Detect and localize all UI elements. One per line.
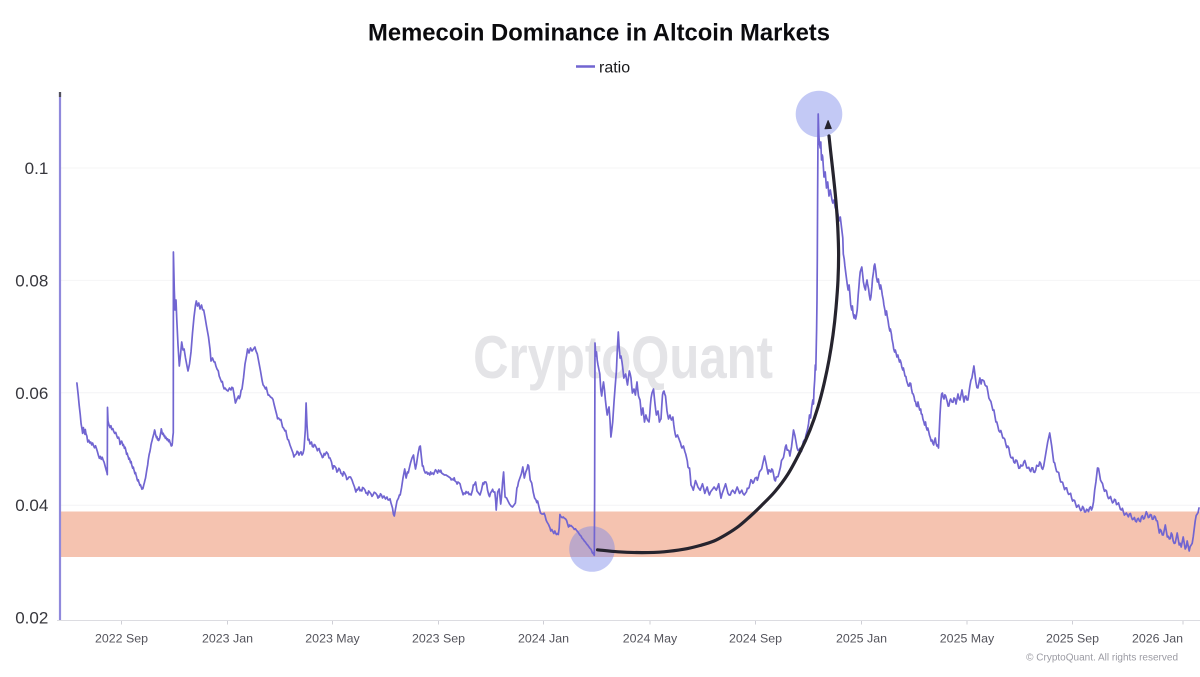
svg-text:CryptoQuant: CryptoQuant (473, 323, 773, 391)
svg-text:0.02: 0.02 (15, 609, 48, 628)
svg-text:2023 May: 2023 May (305, 632, 360, 646)
svg-text:2023 Jan: 2023 Jan (202, 632, 253, 646)
svg-text:2024 May: 2024 May (623, 632, 678, 646)
svg-text:2024 Sep: 2024 Sep (729, 632, 782, 646)
svg-text:ratio: ratio (599, 60, 630, 77)
svg-text:0.06: 0.06 (15, 384, 48, 403)
svg-text:2025 May: 2025 May (940, 632, 995, 646)
svg-text:2024 Jan: 2024 Jan (518, 632, 569, 646)
svg-text:2023 Sep: 2023 Sep (412, 632, 465, 646)
svg-text:0.1: 0.1 (25, 159, 49, 178)
svg-text:2022 Sep: 2022 Sep (95, 632, 148, 646)
svg-text:2025 Sep: 2025 Sep (1046, 632, 1099, 646)
svg-text:2025 Jan: 2025 Jan (836, 632, 887, 646)
svg-text:0.08: 0.08 (15, 271, 48, 290)
svg-text:0.04: 0.04 (15, 496, 48, 515)
svg-text:Memecoin Dominance in Altcoin: Memecoin Dominance in Altcoin Markets (368, 20, 830, 47)
svg-text:2026 Jan: 2026 Jan (1132, 632, 1183, 646)
svg-text:© CryptoQuant. All rights rese: © CryptoQuant. All rights reserved (1026, 653, 1178, 664)
